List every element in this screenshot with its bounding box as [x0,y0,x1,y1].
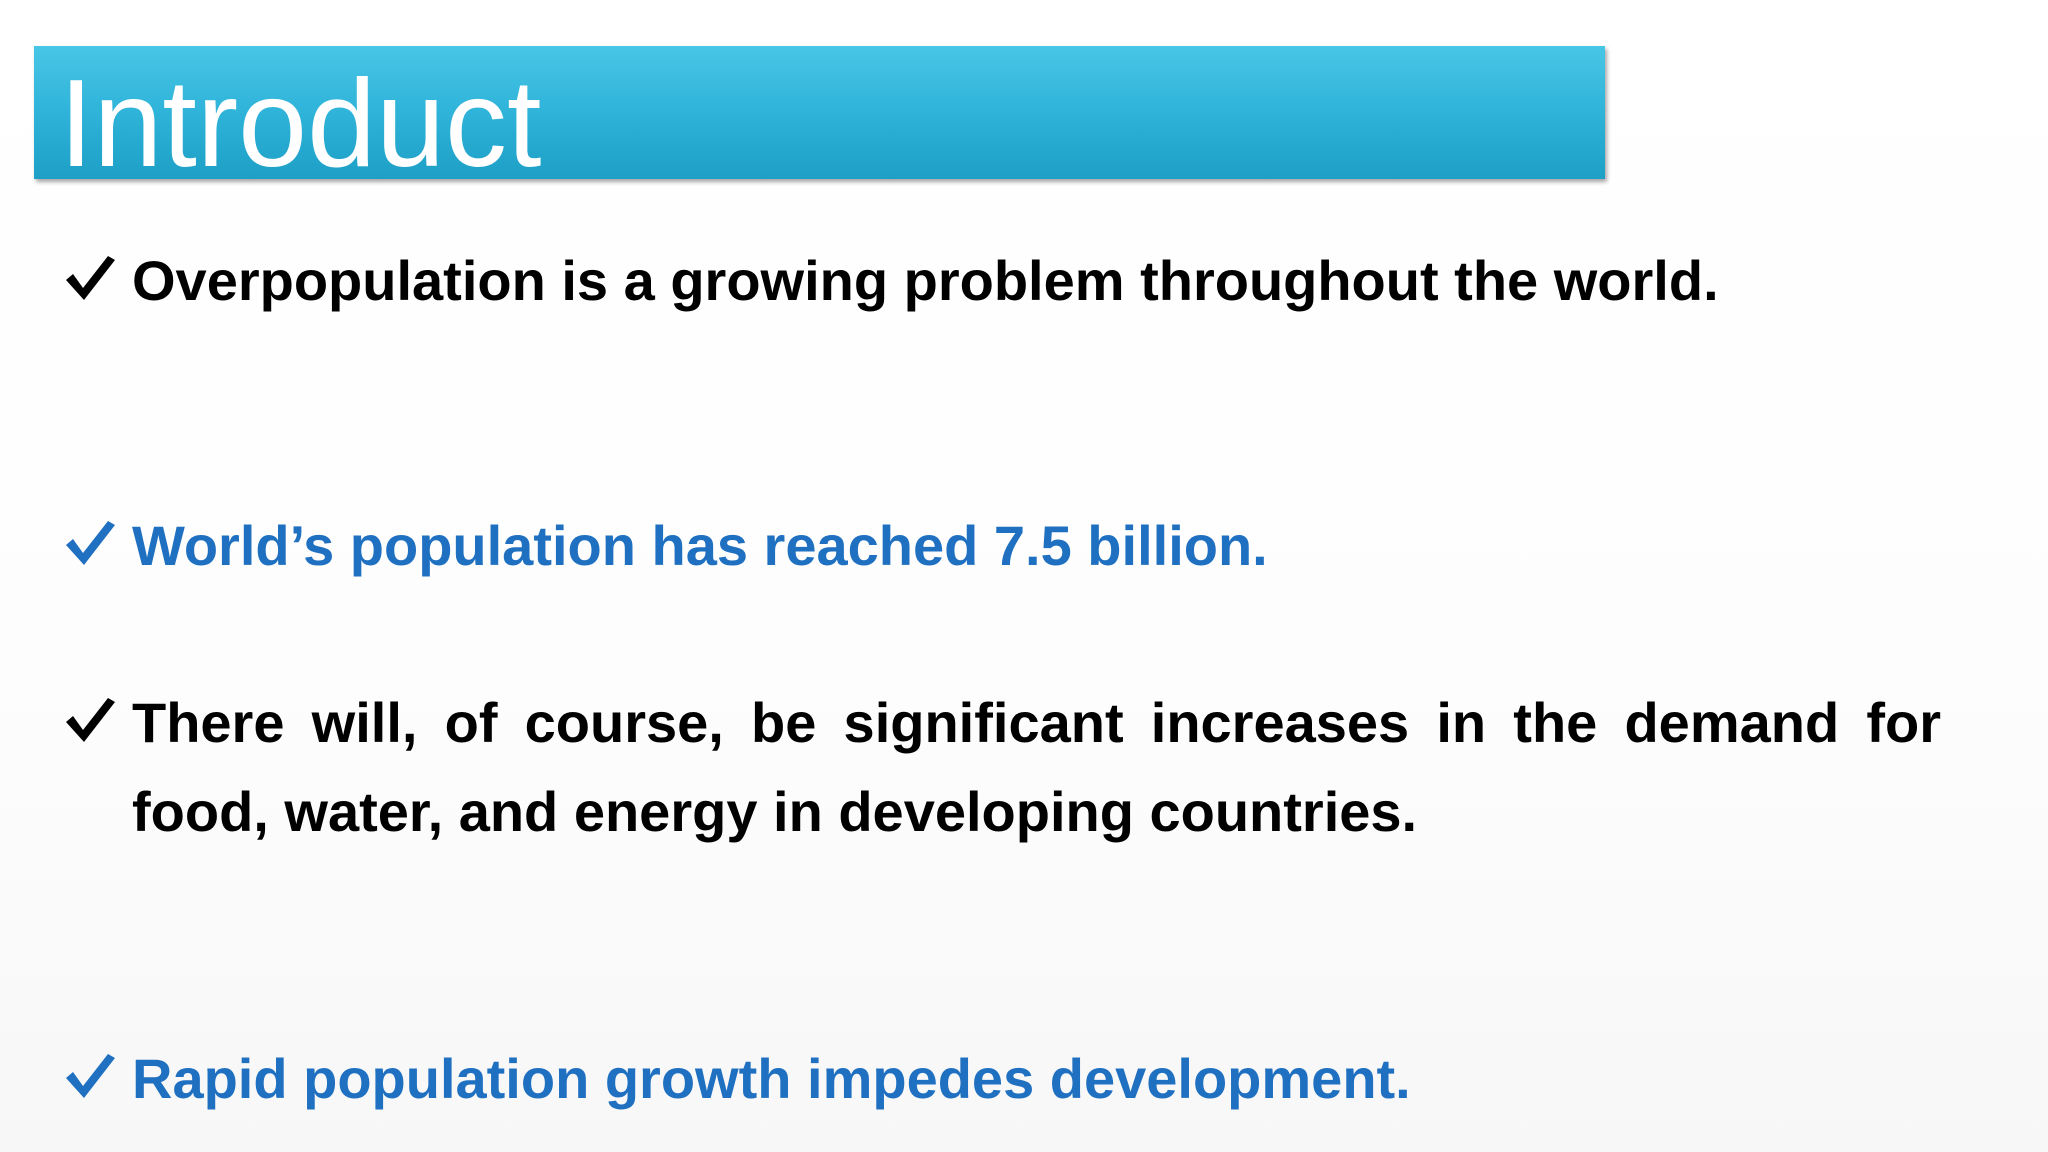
bullet-text: There will, of course, be significant in… [132,691,1941,843]
check-icon [66,698,115,742]
bullet-text: Rapid population growth impedes developm… [132,1047,1411,1110]
check-icon [66,1054,115,1098]
slide-title: Introduct [59,55,542,193]
bullet-text: Overpopulation is a growing problem thro… [132,249,1719,312]
bullet-text: World’s population has reached 7.5 billi… [132,514,1268,577]
check-icon [66,256,115,300]
check-icon [66,521,115,565]
title-bar [34,46,1605,179]
